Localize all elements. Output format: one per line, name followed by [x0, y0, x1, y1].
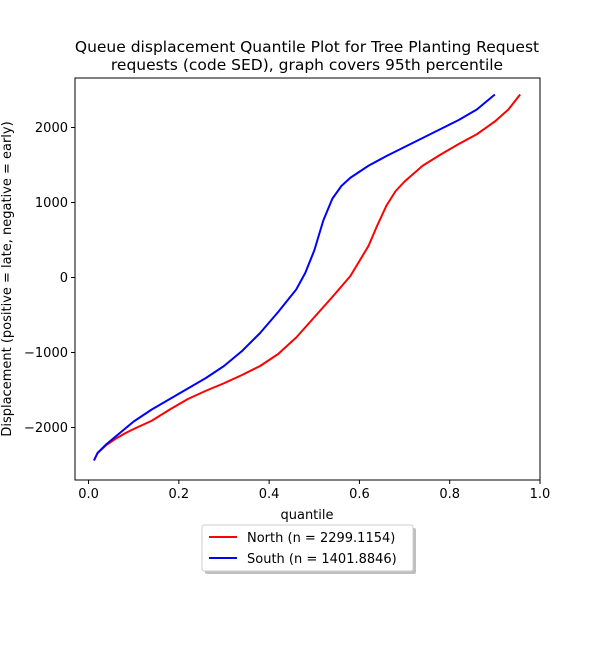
- y-tick-label: 2000: [35, 121, 68, 136]
- chart-title-line-1: Queue displacement Quantile Plot for Tre…: [75, 38, 539, 56]
- series-layer: [93, 93, 521, 461]
- x-tick-label: 0.8: [439, 487, 460, 502]
- y-tick-label: 1000: [35, 196, 68, 211]
- x-axis-label: quantile: [280, 508, 333, 523]
- legend-label-south: South (n = 1401.8846): [247, 552, 397, 567]
- legend-box: [201, 524, 414, 572]
- x-tick-label: 1.0: [530, 487, 551, 502]
- y-tick-label: −1000: [24, 346, 68, 361]
- x-tick-label: 0.2: [168, 487, 189, 502]
- x-tick-label: 0.6: [349, 487, 370, 502]
- legend-label-north: North (n = 2299.1154): [247, 531, 395, 546]
- x-tick-label: 0.0: [78, 487, 99, 502]
- series-line-south: [93, 93, 496, 461]
- chart-title-line-2: requests (code SED), graph covers 95th p…: [111, 56, 503, 74]
- y-axis-label: Displacement (positive = late, negative …: [0, 121, 15, 436]
- x-axis-ticks: 0.0 0.2 0.4 0.6 0.8 1.0: [78, 480, 550, 502]
- plot-area-frame: [74, 77, 541, 481]
- y-axis-ticks: −2000 −1000 0 1000 2000: [24, 121, 75, 436]
- x-tick-label: 0.4: [259, 487, 280, 502]
- y-tick-label: −2000: [24, 421, 68, 436]
- series-line-north: [93, 93, 521, 461]
- y-tick-label: 0: [60, 271, 68, 286]
- legend: North (n = 2299.1154) South (n = 1401.88…: [201, 524, 416, 574]
